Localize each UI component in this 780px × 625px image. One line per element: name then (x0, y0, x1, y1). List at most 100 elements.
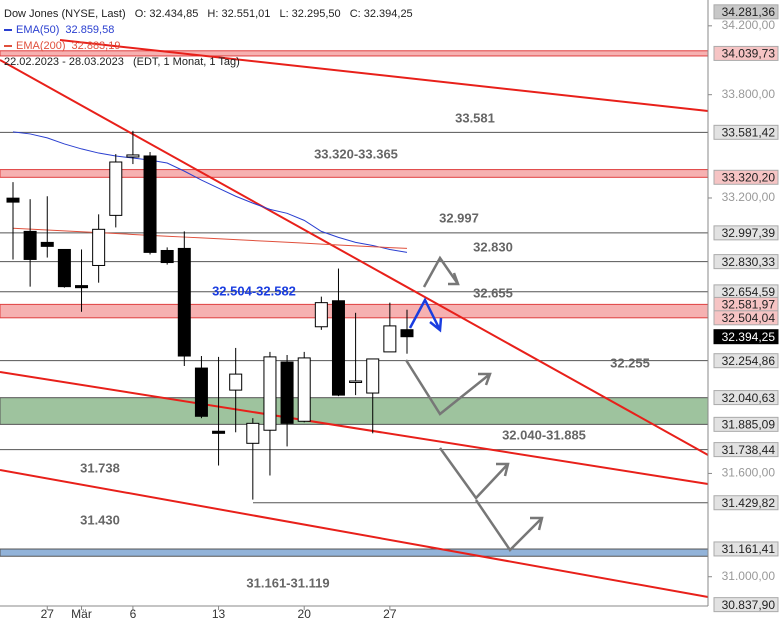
price-box-label: 31.885,09 (722, 418, 776, 432)
price-box-label: 34.281,36 (722, 5, 776, 19)
price-box-label: 32.394,25 (722, 330, 776, 344)
legend-name: EMA(200) (16, 40, 66, 52)
zone-label: 32.504-32.582 (212, 283, 296, 298)
level-label: 32.830 (473, 239, 513, 254)
candle-body (177, 247, 191, 357)
price-box-label: 34.039,73 (722, 47, 776, 61)
y-tick-label: 31.000,00 (722, 569, 776, 583)
zone (0, 548, 709, 557)
level-label: 33.581 (455, 110, 495, 125)
level-label: 32.997 (439, 210, 479, 225)
level-label: 32.255 (610, 355, 650, 370)
candle-body (383, 325, 397, 353)
price-box-label: 32.254,86 (722, 354, 776, 368)
price-box-label: 31.429,82 (722, 496, 776, 510)
candle-body (246, 422, 260, 444)
price-box (713, 353, 779, 369)
price-box-label: 32.654,59 (722, 285, 776, 299)
arrow (408, 297, 443, 333)
legend-item: EMA(200) 32.883,19 (4, 38, 419, 54)
price-box-label: 33.320,20 (722, 170, 776, 184)
price-box (713, 416, 779, 432)
price-box-label: 31.161,41 (722, 542, 776, 556)
header: Dow Jones (NYSE, Last) O: 32.434,85 H: 3… (4, 6, 419, 70)
open: O: 32.434,85 (134, 8, 199, 20)
price-box (713, 329, 779, 345)
price-box (713, 495, 779, 511)
trend-line (0, 59, 709, 456)
zone-label: 33.320-33.365 (314, 146, 398, 161)
x-tick-label: Mär (71, 607, 92, 621)
low: L: 32.295,50 (279, 8, 341, 20)
arrow (422, 255, 460, 288)
candles (6, 130, 414, 500)
candle-body (6, 197, 20, 203)
price-box (713, 390, 779, 406)
candle-body (143, 155, 157, 253)
candle-body (40, 241, 54, 247)
y-tick-label: 31.600,00 (722, 466, 776, 480)
candle-body (400, 329, 414, 338)
candle-body (349, 380, 363, 383)
level-label: 31.738 (80, 460, 120, 475)
level-label: 31.430 (80, 512, 120, 527)
price-box-label: 31.738,44 (722, 443, 776, 457)
ema-lines (12, 131, 408, 253)
legend-swatch (4, 45, 12, 48)
candle-body (297, 357, 311, 422)
price-box-label: 32.581,97 (722, 298, 776, 312)
price-box (713, 541, 779, 557)
arrow (404, 359, 492, 416)
candle-body (263, 356, 277, 431)
price-box-label: 32.997,39 (722, 226, 776, 240)
ema-line (12, 131, 408, 253)
header-row: Dow Jones (NYSE, Last) O: 32.434,85 H: 3… (4, 6, 419, 22)
candle-body (194, 367, 208, 417)
candle-body (212, 430, 226, 434)
close: C: 32.394,25 (349, 8, 413, 20)
candle-body (314, 302, 328, 328)
price-box-label: 33.581,42 (722, 125, 776, 139)
y-tick-label: 33.800,00 (722, 87, 776, 101)
arrow (438, 447, 510, 500)
price-box (713, 124, 779, 140)
level-label: 32.655 (473, 285, 513, 300)
candle-body (331, 300, 345, 396)
trend-line (59, 39, 709, 112)
instrument: Dow Jones (NYSE, Last) (4, 8, 126, 20)
trend-line (0, 469, 709, 598)
scenario-arrows (404, 255, 544, 552)
legend-item: EMA(50) 32.859,58 (4, 22, 419, 38)
zone (0, 169, 709, 178)
candle-body (57, 248, 71, 288)
price-box (713, 254, 779, 270)
price-box-label: 30.837,90 (722, 598, 776, 612)
levels (0, 131, 708, 504)
candle-body (92, 228, 106, 266)
x-tick-label: 27 (383, 607, 397, 621)
candle-body (229, 373, 243, 391)
axes: 34.200,00 33.800,00 33.200,00 31.600,00 31.0… (41, 4, 779, 621)
y-tick-label: 33.200,00 (722, 190, 776, 204)
candle-body (109, 161, 123, 216)
price-box (713, 310, 779, 326)
zone-label: 32.040-31.885 (502, 427, 586, 442)
trend-lines (0, 39, 709, 598)
legend-swatch (4, 29, 12, 32)
price-box-label: 32.504,04 (722, 311, 776, 325)
candle-body (280, 361, 294, 424)
candle-body (160, 249, 174, 264)
price-box (713, 597, 779, 613)
x-tick-label: 13 (212, 607, 226, 621)
price-box-label: 32.830,33 (722, 255, 776, 269)
price-box-label: 32.040,63 (722, 391, 776, 405)
arrow (474, 499, 544, 552)
x-tick-label: 27 (41, 607, 55, 621)
legend: EMA(50) 32.859,58 EMA(200) 32.883,19 (4, 22, 419, 54)
x-tick-label: 20 (298, 607, 312, 621)
range-note: (EDT, 1 Monat, 1 Tag) (132, 56, 240, 68)
price-box (713, 169, 779, 185)
legend-value: 32.859,58 (65, 24, 115, 36)
